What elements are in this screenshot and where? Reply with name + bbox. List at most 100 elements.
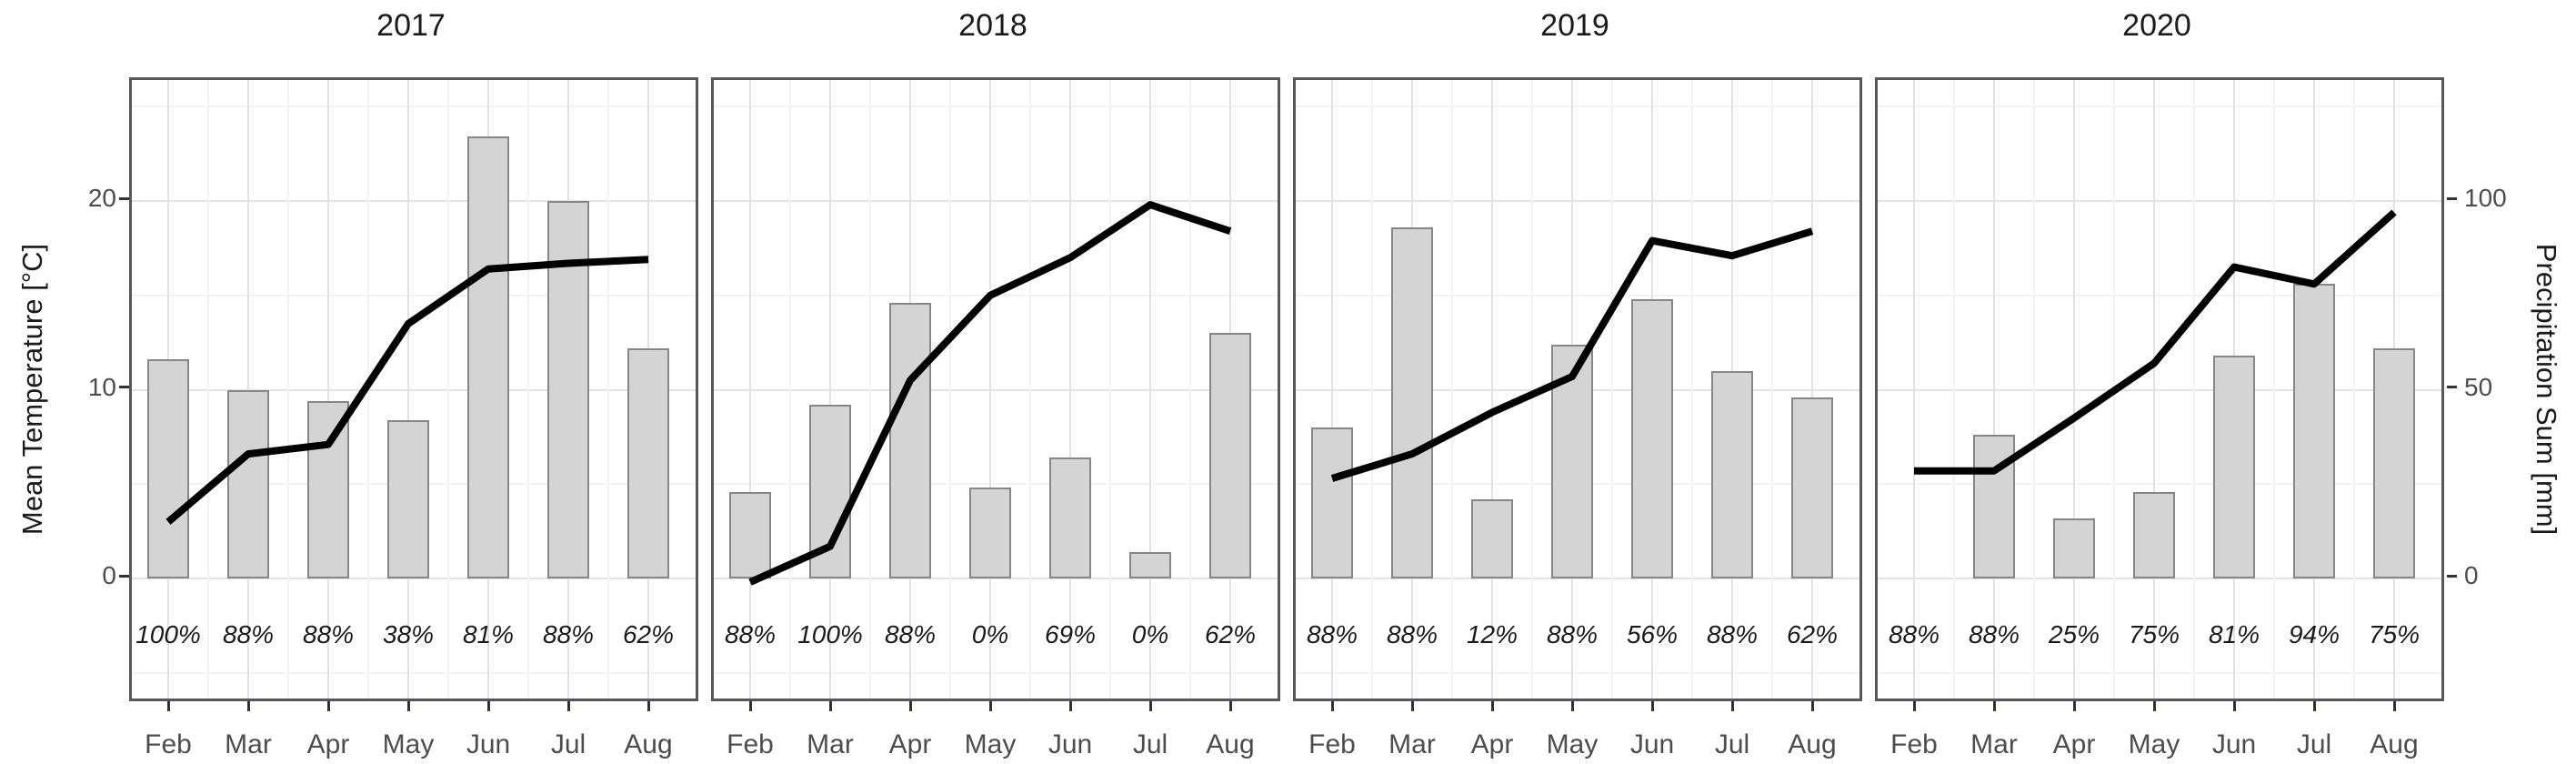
month-label-2017-Jun: Jun <box>466 729 511 759</box>
gridline-major-v <box>2073 80 2075 699</box>
gridline-minor-h <box>1296 294 1859 297</box>
precip-bar-2017-Apr <box>307 400 349 578</box>
gridline-minor-h <box>132 106 696 108</box>
month-label-2019-Apr: Apr <box>1470 729 1514 759</box>
left-axis-tick-label-20: 20 <box>87 184 116 212</box>
precip-bar-2017-Feb <box>147 359 189 578</box>
month-label-2020-Apr: Apr <box>2052 729 2096 759</box>
precip-bar-2018-May <box>969 488 1011 578</box>
gridline-major-v <box>1331 80 1333 699</box>
precip-bar-2018-Apr <box>889 303 931 578</box>
precip-bar-2018-Aug <box>1209 333 1251 578</box>
gridline-minor-v <box>367 80 369 699</box>
month-label-2019-Jul: Jul <box>1714 729 1750 759</box>
x-axis-tick <box>1148 701 1152 711</box>
precip-bar-2017-Jul <box>547 201 589 578</box>
month-label-2017-Aug: Aug <box>624 729 673 759</box>
gridline-major-v <box>1993 80 1995 699</box>
gridline-major-h <box>1878 388 2441 391</box>
precip-bar-2018-Jun <box>1049 457 1091 578</box>
coverage-label-2018-Mar: 100% <box>797 620 863 648</box>
coverage-label-2019-Jul: 88% <box>1706 620 1759 648</box>
right-axis-tick-label-100: 100 <box>2464 184 2507 212</box>
coverage-label-2020-May: 75% <box>2128 620 2180 648</box>
gridline-minor-h <box>714 294 1278 297</box>
coverage-label-2017-Jun: 81% <box>462 620 515 648</box>
gridline-major-v <box>1491 80 1493 699</box>
month-label-2020-Jun: Jun <box>2211 729 2257 759</box>
gridline-minor-v <box>1189 80 1191 699</box>
gridline-minor-v <box>1531 80 1533 699</box>
month-label-2017-Feb: Feb <box>145 729 192 759</box>
facet-panel-2019: 88% 88% 12% 88% 56% 88% 62% Feb Mar Apr May Jun Jul A… <box>1293 77 1862 759</box>
coverage-label-2019-Aug: 62% <box>1786 620 1839 648</box>
gridline-major-h <box>714 388 1278 391</box>
coverage-label-2017-Aug: 62% <box>622 620 675 648</box>
right-axis-tick-mark <box>2447 574 2457 578</box>
month-label-2018-Apr: Apr <box>888 729 932 759</box>
precip-bar-2019-Feb <box>1311 427 1353 578</box>
month-label-2017-May: May <box>382 729 435 759</box>
x-axis-tick <box>647 701 650 711</box>
gridline-major-h <box>1296 578 1859 579</box>
x-axis-tick <box>406 701 410 711</box>
gridline-major-v <box>749 80 751 699</box>
facet-title-2019: 2019 <box>1540 8 1609 43</box>
gridline-minor-v <box>2113 80 2115 699</box>
left-axis-tick-mark <box>119 574 129 578</box>
facet-title-2017: 2017 <box>376 8 446 43</box>
precip-bar-2018-Jul <box>1129 551 1171 578</box>
x-axis-tick <box>2072 701 2076 711</box>
facet-panel-2020: 88% 88% 25% 75% 81% 94% 75% Feb Mar Apr May Jun Jul A… <box>1875 77 2444 759</box>
gridline-minor-v <box>1451 80 1453 699</box>
coverage-label-2018-Jun: 69% <box>1044 620 1097 648</box>
right-axis-tick-label-0: 0 <box>2464 561 2479 589</box>
coverage-label-2019-Apr: 12% <box>1466 620 1519 648</box>
gridline-minor-h <box>132 294 696 297</box>
gridline-major-v <box>989 80 991 699</box>
coverage-label-2018-May: 0% <box>971 620 1009 648</box>
month-label-2018-Mar: Mar <box>807 729 854 759</box>
gridline-minor-v <box>949 80 951 699</box>
x-axis-tick <box>748 701 752 711</box>
x-axis-tick <box>988 701 992 711</box>
coverage-label-2017-Apr: 88% <box>302 620 355 648</box>
gridline-major-v <box>407 80 409 699</box>
left-axis-tick-mark <box>119 196 129 200</box>
x-axis-tick <box>166 701 170 711</box>
x-axis-tick <box>1330 701 1334 711</box>
x-axis-tick <box>2312 701 2316 711</box>
precip-bar-2017-Mar <box>227 389 269 578</box>
month-label-2017-Jul: Jul <box>550 729 586 759</box>
x-axis-tick <box>1650 701 1654 711</box>
precip-bar-2017-Aug <box>627 347 669 578</box>
gridline-minor-h <box>1878 106 2441 108</box>
month-label-2018-Feb: Feb <box>727 729 774 759</box>
precip-bar-2020-Aug <box>2373 347 2415 578</box>
x-axis-tick <box>1490 701 1494 711</box>
gridline-minor-v <box>2193 80 2195 699</box>
gridline-minor-v <box>1371 80 1373 699</box>
gridline-minor-v <box>1953 80 1955 699</box>
month-label-2018-May: May <box>964 729 1017 759</box>
gridline-major-v <box>327 80 329 699</box>
x-axis-tick <box>2152 701 2156 711</box>
precip-bar-2019-Mar <box>1391 227 1433 578</box>
x-axis-tick <box>2392 701 2396 711</box>
gridline-major-v <box>1811 80 1813 699</box>
x-axis-tick <box>2232 701 2236 711</box>
coverage-label-2017-Feb: 100% <box>135 620 201 648</box>
gridline-minor-v <box>1611 80 1613 699</box>
precip-bar-2017-Jun <box>467 136 509 578</box>
gridline-major-v <box>829 80 831 699</box>
gridline-minor-v <box>789 80 791 699</box>
coverage-label-2017-May: 38% <box>382 620 435 648</box>
month-label-2019-Feb: Feb <box>1308 729 1356 759</box>
month-label-2018-Jul: Jul <box>1132 729 1168 759</box>
month-label-2019-May: May <box>1546 729 1599 759</box>
right-axis-tick-mark <box>2447 196 2457 200</box>
left-axis-tick-mark <box>119 386 129 388</box>
gridline-major-h <box>132 578 696 579</box>
facet-title-2018: 2018 <box>958 8 1027 43</box>
gridline-minor-v <box>1029 80 1031 699</box>
